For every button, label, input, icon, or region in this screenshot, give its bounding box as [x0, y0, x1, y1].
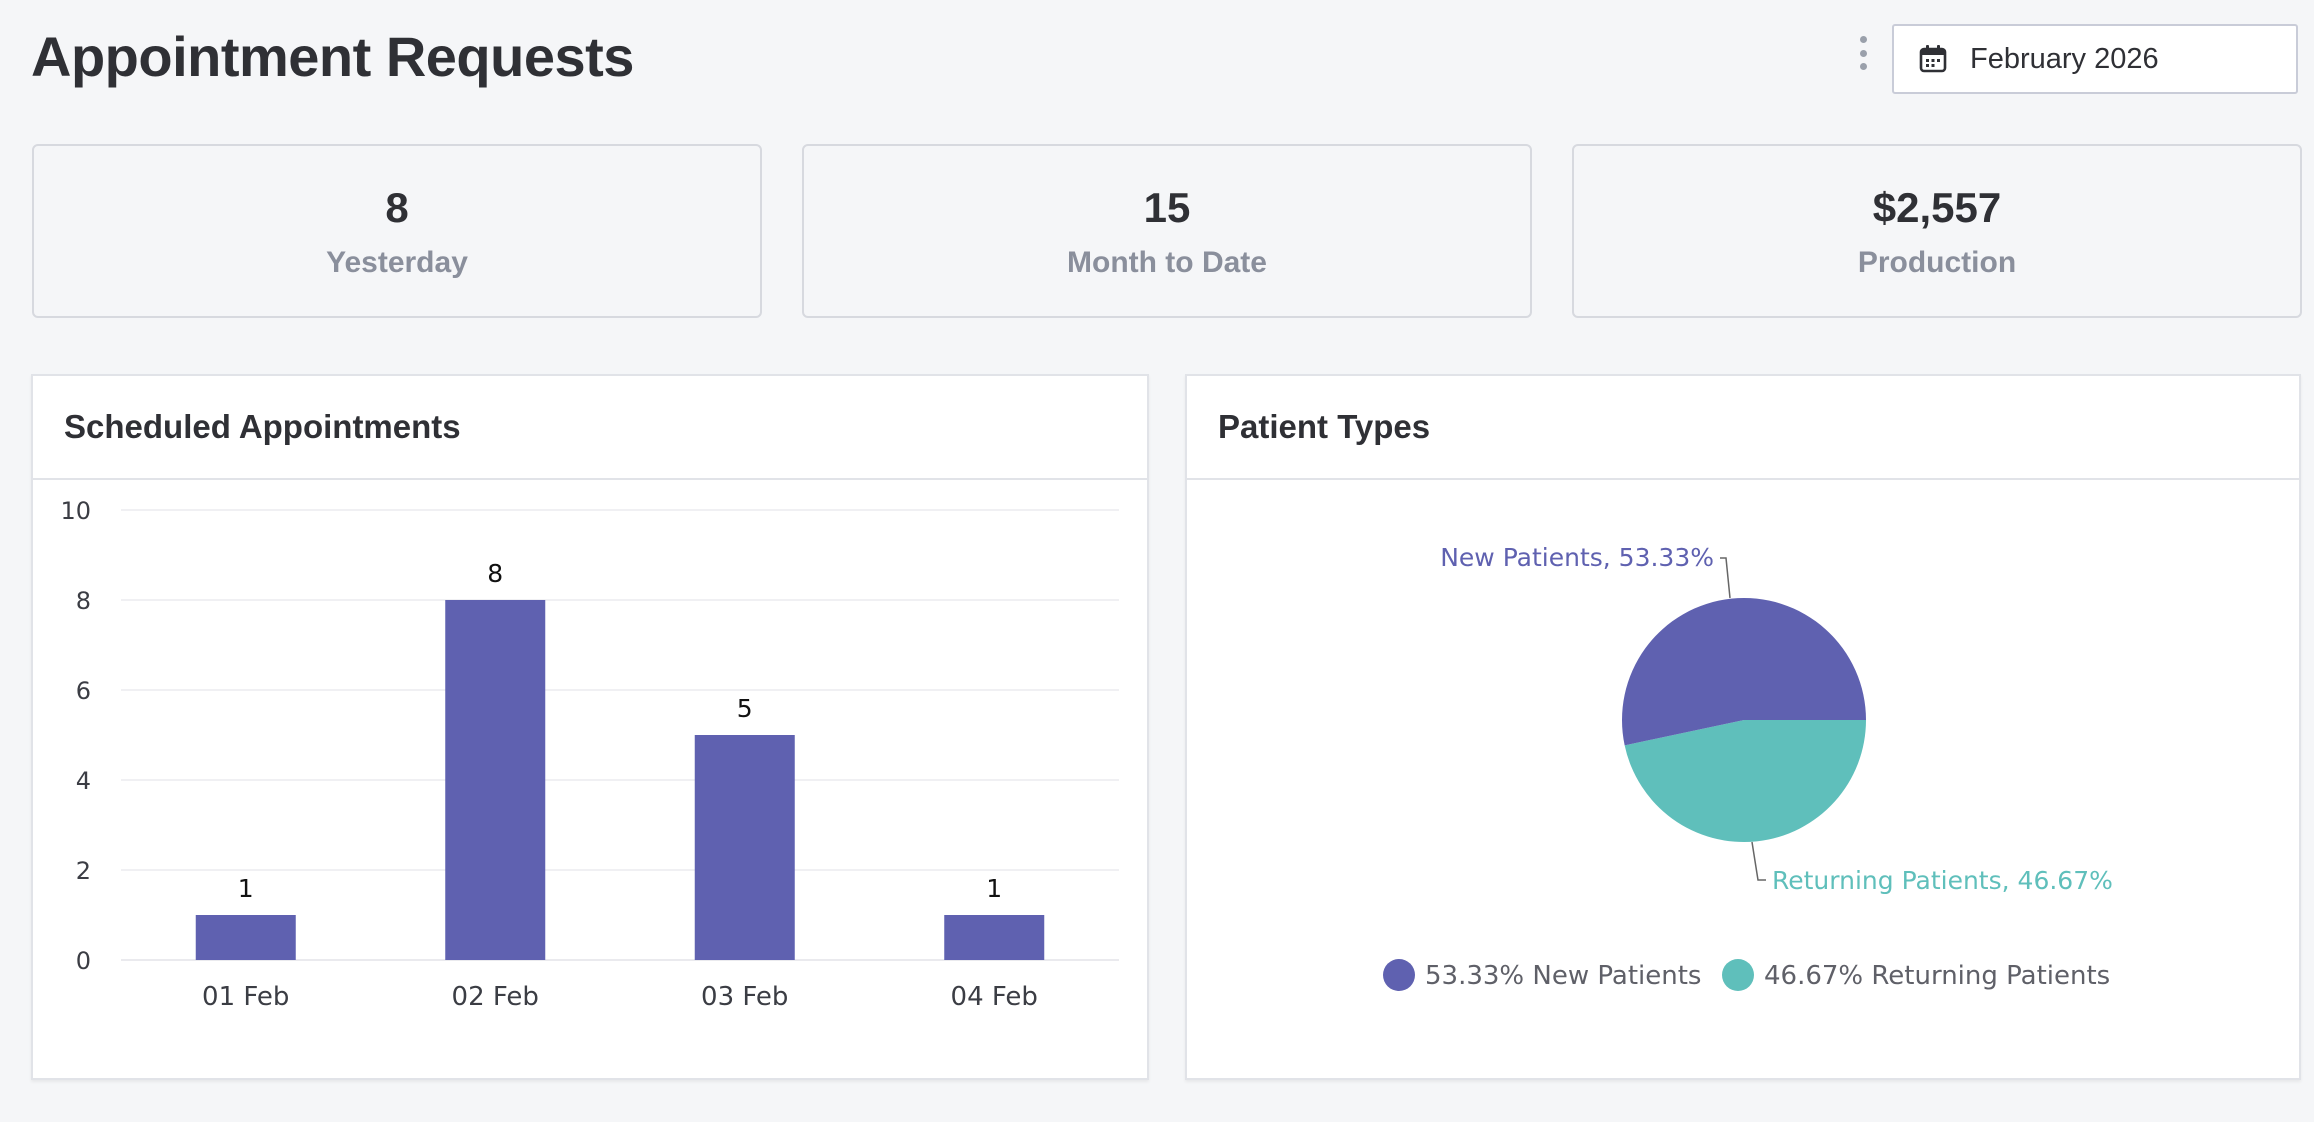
bar-data-label: 8: [487, 559, 503, 588]
callout-line: [1751, 841, 1766, 881]
patient-types-panel: Patient Types New Patients, 53.33% Return…: [1185, 374, 2301, 1080]
stat-card-month-to-date: 15 Month to Date: [802, 144, 1532, 318]
y-tick-label: 6: [76, 677, 91, 705]
x-tick-label: 04 Feb: [951, 982, 1038, 1012]
stat-label-yesterday: Yesterday: [326, 246, 468, 279]
callout-returning-patients: Returning Patients, 46.67%: [1772, 866, 2113, 895]
bar-data-label: 1: [238, 874, 254, 903]
callout-line: [1720, 557, 1731, 599]
y-tick-label: 2: [76, 857, 91, 885]
patient-types-chart: New Patients, 53.33% Returning Patients, …: [1383, 543, 2113, 991]
bar-data-label: 5: [737, 694, 753, 723]
legend-marker-new-patients: [1383, 959, 1415, 991]
scheduled-appointments-title: Scheduled Appointments: [33, 376, 1147, 480]
month-picker-value: February 2026: [1970, 42, 2159, 75]
kebab-vertical-icon: [1859, 36, 1867, 43]
pie-slice-returning-patients: [1624, 720, 1866, 843]
y-tick-label: 4: [76, 767, 91, 795]
calendar-icon: [1919, 45, 1947, 73]
x-tick-label: 03 Feb: [701, 982, 788, 1012]
scheduled-appointments-chart: 0 2 4 6 8 10 1 01 Feb 8 02 Feb 5 03 Feb 1 04 Feb: [60, 497, 1119, 1012]
stat-label-production: Production: [1857, 246, 2017, 279]
stat-card-production: $2,557 Production: [1572, 144, 2302, 318]
y-tick-label: 10: [60, 497, 91, 525]
x-tick-label: 02 Feb: [452, 982, 539, 1012]
patient-types-title: Patient Types: [1187, 376, 2299, 480]
legend-label-returning-patients: 46.67% Returning Patients: [1764, 961, 2110, 991]
stat-value-production: $2,557: [1872, 184, 2002, 231]
stat-label-month-to-date: Month to Date: [1067, 246, 1267, 279]
stat-value-month-to-date: 15: [1143, 184, 1191, 231]
callout-new-patients: New Patients, 53.33%: [1440, 543, 1714, 572]
stat-value-yesterday: 8: [385, 184, 409, 231]
bar-data-label: 1: [986, 874, 1002, 903]
pie-slice-new-patients: [1622, 598, 1866, 746]
bar: [195, 915, 296, 960]
x-tick-label: 01 Feb: [202, 982, 289, 1012]
stat-card-yesterday: 8 Yesterday: [32, 144, 762, 318]
bar: [445, 600, 546, 960]
y-tick-label: 8: [76, 587, 91, 615]
bar: [694, 735, 795, 960]
bar: [944, 915, 1045, 960]
y-tick-label: 0: [76, 947, 91, 975]
more-options-button[interactable]: [1848, 36, 1878, 70]
month-picker[interactable]: February 2026: [1892, 24, 2298, 94]
page-title: Appointment Requests: [31, 25, 634, 88]
scheduled-appointments-panel: Scheduled Appointments 0 2 4 6 8 10 1 01 Feb 8 02…: [31, 374, 1149, 1080]
legend-label-new-patients: 53.33% New Patients: [1425, 961, 1701, 991]
legend-marker-returning-patients: [1722, 959, 1754, 991]
